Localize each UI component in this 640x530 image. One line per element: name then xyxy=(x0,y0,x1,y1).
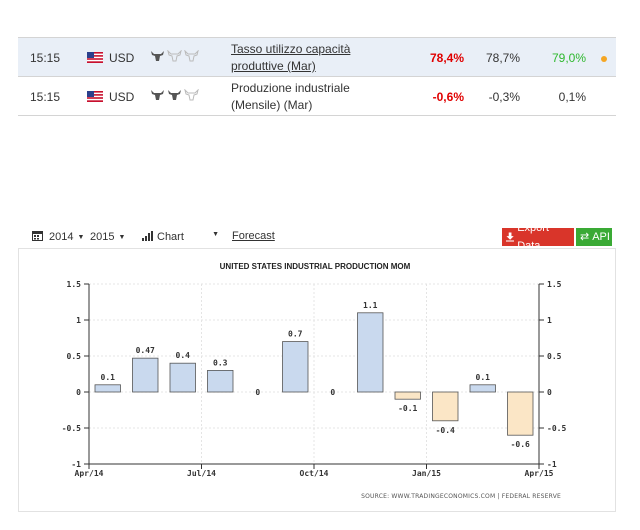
event-actual: -0,6% xyxy=(432,90,464,104)
x-tick-label: Apr/15 xyxy=(525,469,554,478)
industrial-production-chart: UNITED STATES INDUSTRIAL PRODUCTION MOM … xyxy=(62,262,567,500)
x-tick-label: Jan/15 xyxy=(412,469,441,478)
api-button[interactable]: ⇄ API xyxy=(576,228,612,246)
y-tick-label-right: 0 xyxy=(547,388,552,397)
x-tick-label: Jul/14 xyxy=(187,469,216,478)
bull-outline-icon xyxy=(167,50,182,62)
x-tick-label: Apr/14 xyxy=(75,469,104,478)
dropdown-arrow-icon: ▼ xyxy=(118,233,126,241)
year-to-select[interactable]: 2015 ▼ xyxy=(90,229,125,245)
year-from-select[interactable]: 2014 ▼ xyxy=(49,229,84,245)
event-name: Produzione industriale (Mensile) (Mar) xyxy=(231,81,350,112)
bar xyxy=(357,312,384,393)
data-label: 0.3 xyxy=(213,358,228,367)
bar-chart-icon xyxy=(142,231,153,241)
data-label: 1.1 xyxy=(363,301,378,310)
year-to-value: 2015 xyxy=(90,231,115,243)
y-tick-label-right: 0.5 xyxy=(547,352,562,361)
data-label: 0.1 xyxy=(476,373,491,382)
year-from-value: 2014 xyxy=(49,231,74,243)
data-label: -0.6 xyxy=(511,440,530,449)
y-tick-label-left: -1 xyxy=(71,460,81,469)
us-flag-icon xyxy=(87,52,103,63)
event-time: 15:15 xyxy=(30,90,61,104)
status-dot xyxy=(601,56,607,62)
data-label: 0 xyxy=(330,388,335,397)
forecast-link[interactable]: Forecast xyxy=(232,230,275,242)
bar xyxy=(94,384,121,393)
calendar-row[interactable]: 15:15 USD Produzione industriale (Mensil… xyxy=(18,77,616,116)
importance-rating xyxy=(150,89,199,101)
chart-type-value: Chart xyxy=(157,231,184,243)
y-tick-label-right: -1 xyxy=(547,460,557,469)
bull-outline-icon xyxy=(184,50,199,62)
data-label: 0.1 xyxy=(101,373,116,382)
bar xyxy=(469,384,496,393)
event-currency: USD xyxy=(109,90,135,104)
dropdown-arrow-icon: ▼ xyxy=(212,231,219,238)
bull-icon xyxy=(151,51,164,61)
chart-container: UNITED STATES INDUSTRIAL PRODUCTION MOM … xyxy=(18,248,616,512)
bar xyxy=(207,370,234,393)
y-tick-label-right: 1 xyxy=(547,316,552,325)
data-label: -0.4 xyxy=(436,426,455,435)
chart-bars xyxy=(94,312,534,436)
event-forecast: 78,7% xyxy=(485,51,520,65)
chart-source: SOURCE: WWW.TRADINGECONOMICS.COM | FEDER… xyxy=(361,493,561,500)
event-currency: USD xyxy=(109,51,135,65)
data-label: 0 xyxy=(255,388,260,397)
calendar-icon xyxy=(32,231,43,241)
event-previous: 0,1% xyxy=(558,90,586,104)
event-forecast: -0,3% xyxy=(488,90,520,104)
dropdown-arrow-icon: ▼ xyxy=(77,233,85,241)
api-label: API xyxy=(592,231,610,243)
y-tick-label-left: 0.5 xyxy=(67,352,82,361)
swap-arrows-icon: ⇄ xyxy=(580,231,590,243)
data-label: -0.1 xyxy=(398,404,417,413)
chart-type-select[interactable]: Chart ▼ xyxy=(157,229,219,245)
event-previous: 79,0% xyxy=(551,51,586,65)
data-label: 0.47 xyxy=(136,346,155,355)
y-tick-label-left: 1.5 xyxy=(67,280,82,289)
chart-toolbar: 2014 ▼ 2015 ▼ Chart ▼ Forecast Export Da… xyxy=(32,222,612,252)
bar xyxy=(282,341,309,393)
y-tick-label-left: -0.5 xyxy=(62,424,81,433)
calendar-row[interactable]: 15:15 USD Tasso utilizzo capacità produt… xyxy=(18,38,616,77)
y-tick-label-right: -0.5 xyxy=(547,424,566,433)
data-label: 0.4 xyxy=(176,351,191,360)
export-data-button[interactable]: Export Data xyxy=(502,222,574,252)
bar xyxy=(432,391,459,422)
bar xyxy=(507,391,534,436)
bull-icon xyxy=(151,90,164,100)
data-label: 0.7 xyxy=(288,330,303,339)
event-time: 15:15 xyxy=(30,51,61,65)
event-actual: 78,4% xyxy=(429,51,464,65)
y-tick-label-right: 1.5 xyxy=(547,280,562,289)
bar xyxy=(169,362,196,393)
bull-outline-icon xyxy=(184,89,199,101)
economic-calendar-table: 15:15 USD Tasso utilizzo capacità produt… xyxy=(18,37,616,116)
bar xyxy=(394,391,421,400)
chart-title: UNITED STATES INDUSTRIAL PRODUCTION MOM xyxy=(220,262,411,271)
us-flag-icon xyxy=(87,91,103,102)
chart-axes: -1 -1 -0.5 -0.5 0 0 0.5 0.5 1 1 1.5 1.5 Apr/14 Jul/14… xyxy=(62,280,567,478)
bull-icon xyxy=(168,90,181,100)
bar xyxy=(132,357,159,393)
chart-data-labels: 0.1 0.47 0.4 0.3 0 0.7 0 1.1 -0.1 -0.4 0.1 -0.6 xyxy=(101,301,531,449)
y-tick-label-left: 0 xyxy=(76,388,81,397)
x-tick-label: Oct/14 xyxy=(300,469,329,478)
importance-rating xyxy=(150,50,199,62)
event-name-link[interactable]: Tasso utilizzo capacità produttive (Mar) xyxy=(231,42,351,73)
export-data-label: Export Data xyxy=(517,222,549,252)
download-icon xyxy=(506,232,515,242)
y-tick-label-left: 1 xyxy=(76,316,81,325)
